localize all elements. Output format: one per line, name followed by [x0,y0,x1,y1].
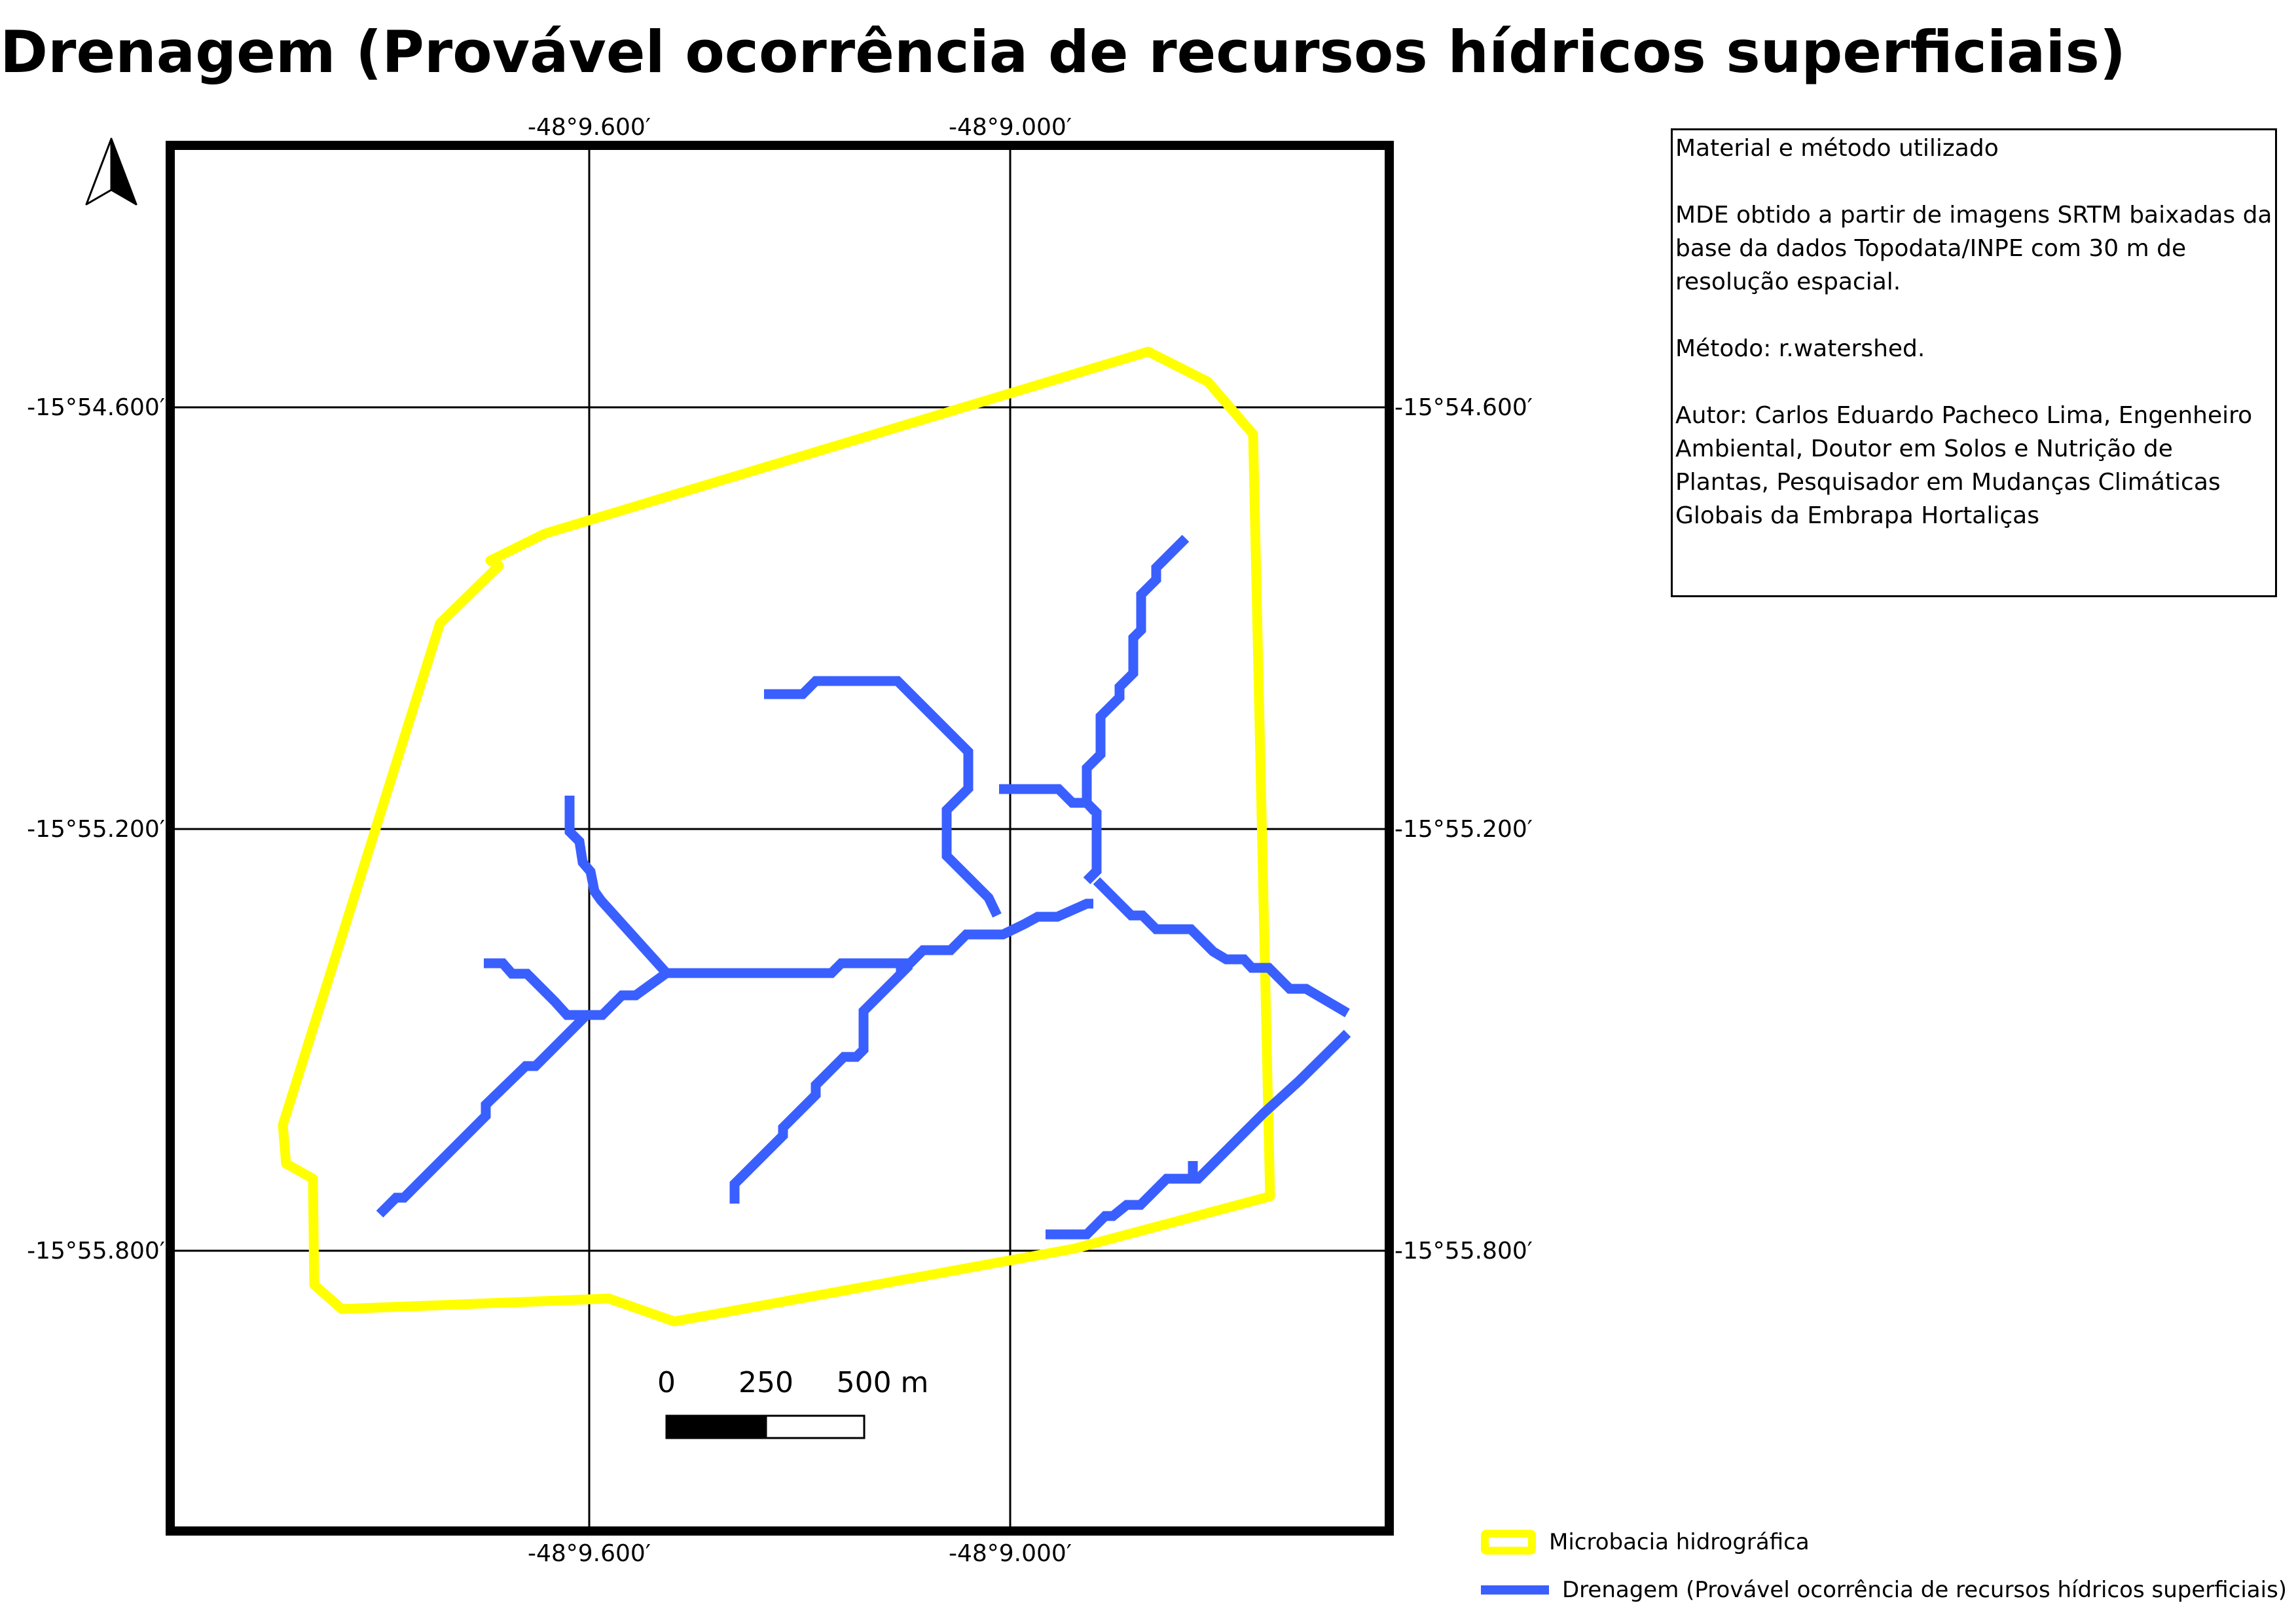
info-method: Método: r.watershed. [1675,335,1925,362]
scale-bar: 0 250 500 m [657,1366,929,1439]
page-title: Drenagem (Provável ocorrência de recurso… [0,18,2126,86]
drainage-tributary-6 [999,784,1099,815]
legend-polygon-symbol [1481,1530,1536,1555]
lat-label-right-3: -15°55.800′ [1394,1238,1533,1264]
legend-line-symbol [1481,1585,1549,1595]
drainage-tributary-1 [564,796,670,977]
info-box: Material e método utilizado MDE obtido a… [1671,128,2277,597]
drainage-tributary-3 [376,1013,589,1218]
scale-label-500: 500 m [837,1366,929,1399]
legend-label-drenagem: Drenagem (Provável ocorrência de recurso… [1562,1577,2287,1603]
legend-item-drenagem: Drenagem (Provável ocorrência de recurso… [1481,1570,2287,1610]
info-heading: Material e método utilizado [1675,135,1999,162]
drainage-tributary-9 [1046,1029,1351,1240]
info-source: MDE obtido a partir de imagens SRTM baix… [1675,202,2272,295]
drainage-tributary-7 [1082,534,1190,885]
drainage-tributary-8 [1093,877,1350,1018]
lat-label-right-2: -15°55.200′ [1394,816,1533,843]
lat-label-left-2: -15°55.200′ [27,816,165,843]
drainage-tributary-4 [729,961,913,1204]
drainage-tributary-2 [484,958,670,1020]
scale-bar-segment-2 [765,1414,866,1439]
microbacia-boundary [278,346,1275,1327]
scale-bar-segment-1 [665,1414,767,1439]
lon-label-bottom-1: -48°9.600′ [528,1540,651,1567]
north-arrow-icon [85,138,137,206]
lon-label-top-1: -48°9.600′ [528,114,651,141]
scale-label-250: 250 [738,1366,793,1399]
lon-label-top-2: -48°9.000′ [949,114,1072,141]
legend-item-microbacia: Microbacia hidrográfica [1481,1522,1810,1562]
lat-label-left-3: -15°55.800′ [27,1238,165,1264]
lon-label-bottom-2: -48°9.000′ [949,1540,1072,1567]
drainage-network [376,534,1351,1240]
graticule [170,145,1389,1531]
drainage-main-channel [666,898,1093,978]
legend-label-microbacia: Microbacia hidrográfica [1549,1529,1810,1555]
scale-label-0: 0 [657,1366,676,1399]
lat-label-right-1: -15°54.600′ [1394,394,1533,421]
map-frame [166,141,1394,1536]
lat-label-left-1: -15°54.600′ [27,394,165,421]
drainage-tributary-5 [764,676,1002,918]
info-author: Autor: Carlos Eduardo Pacheco Lima, Enge… [1675,402,2253,529]
coordinate-labels: -48°9.600′ -48°9.000′ -48°9.600′ -48°9.0… [27,114,1533,1567]
